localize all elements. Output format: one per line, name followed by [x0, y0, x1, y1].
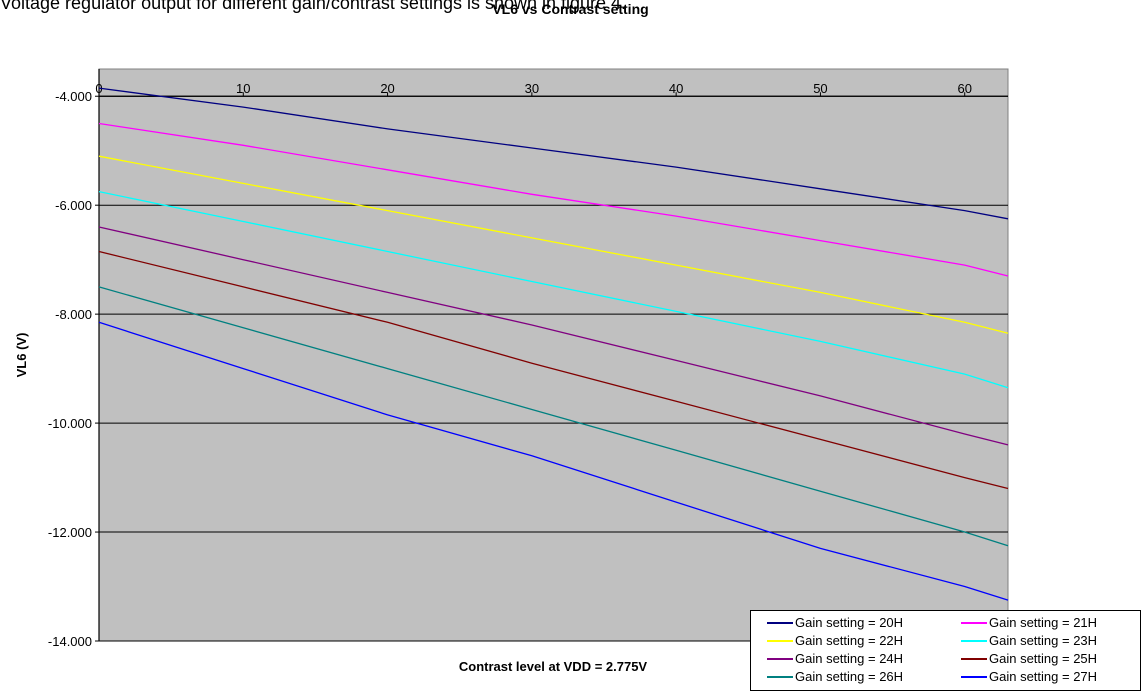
legend-label: Gain setting = 20H — [795, 615, 904, 630]
series-line — [98, 155, 1009, 334]
legend-item: Gain setting = 20H — [767, 614, 961, 631]
legend-item: Gain setting = 22H — [767, 632, 961, 649]
legend-item: Gain setting = 23H — [961, 632, 1141, 649]
legend-swatch — [961, 639, 987, 642]
legend-item: Gain setting = 21H — [961, 614, 1141, 631]
series-lines — [98, 87, 1009, 601]
legend-grid: Gain setting = 20H Gain setting = 21H Gain… — [767, 614, 1141, 685]
legend-swatch — [961, 675, 987, 678]
series-line — [98, 87, 1009, 220]
plot-area — [98, 68, 1009, 642]
legend-label: Gain setting = 24H — [795, 651, 904, 666]
legend-swatch — [961, 621, 987, 624]
chart-title: VL6 vs Contrast setting — [0, 1, 1141, 17]
legend-item: Gain setting = 25H — [961, 650, 1141, 667]
legend-swatch — [767, 639, 793, 642]
legend-swatch — [767, 621, 793, 624]
y-tick-label: -8.000 — [55, 307, 92, 322]
legend-label: Gain setting = 23H — [989, 633, 1098, 648]
series-line — [98, 321, 1009, 601]
x-tick-label: 40 — [669, 81, 683, 96]
x-tick-label: 30 — [525, 81, 539, 96]
legend-item: Gain setting = 26H — [767, 668, 961, 685]
series-line — [98, 122, 1009, 277]
x-tick-label: 60 — [957, 81, 971, 96]
series-line — [98, 250, 1009, 490]
legend-label: Gain setting = 26H — [795, 669, 904, 684]
y-tick-label: -12.000 — [48, 525, 92, 540]
series-line — [98, 286, 1009, 547]
legend-swatch — [767, 657, 793, 660]
series-line — [98, 190, 1009, 389]
legend-label: Gain setting = 27H — [989, 669, 1098, 684]
chart-title-text: VL6 vs Contrast setting — [492, 1, 649, 17]
y-tick-label: -10.000 — [48, 416, 92, 431]
legend-item: Gain setting = 27H — [961, 668, 1141, 685]
legend-label: Gain setting = 25H — [989, 651, 1098, 666]
y-axis: -4.000 -6.000 -8.000 -10.000 -12.000 -14.000 — [48, 69, 100, 649]
x-tick-label: 10 — [236, 81, 250, 96]
legend-swatch — [961, 657, 987, 660]
legend-label: Gain setting = 22H — [795, 633, 904, 648]
legend-swatch — [767, 675, 793, 678]
y-axis-label: VL6 (V) — [14, 333, 29, 378]
series-line — [98, 226, 1009, 446]
chart-legend: Gain setting = 20H Gain setting = 21H Gain… — [750, 610, 1141, 691]
x-tick-label: 50 — [813, 81, 827, 96]
y-tick-label: -14.000 — [48, 634, 92, 649]
x-axis-label: Contrast level at VDD = 2.775V — [459, 659, 648, 674]
y-tick-label: -4.000 — [55, 89, 92, 104]
legend-label: Gain setting = 21H — [989, 615, 1098, 630]
y-tick-label: -6.000 — [55, 198, 92, 213]
intro-text: Voltage regulator output for different g… — [0, 0, 627, 13]
x-tick-label: 20 — [380, 81, 394, 96]
legend-item: Gain setting = 24H — [767, 650, 961, 667]
